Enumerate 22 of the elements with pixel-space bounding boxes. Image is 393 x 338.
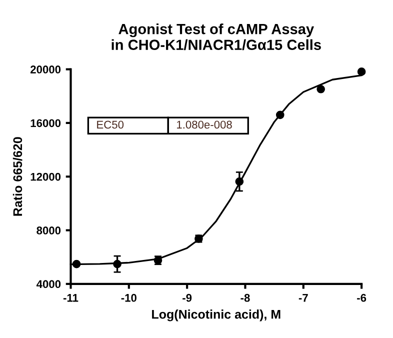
x-axis-title: Log(Nicotinic acid), M <box>152 310 280 322</box>
point <box>235 177 244 186</box>
x-tick-label: -10 <box>121 294 136 302</box>
annotation: 1.080e-008 <box>177 120 232 129</box>
x-tick-label: -6 <box>357 294 366 302</box>
annotation: EC50 <box>97 120 124 129</box>
y-tick-label: 16000 <box>30 119 61 128</box>
x-tick-label: -8 <box>240 294 250 302</box>
point <box>113 260 122 268</box>
y-axis-title: Ratio 665/620 <box>12 137 22 216</box>
y-tick-label: 4000 <box>36 280 61 288</box>
chart-title: Agonist Test of cAMP Assay in CHO-K1/NIACR1/Gα15 Cells <box>112 24 321 50</box>
point <box>316 84 326 94</box>
y-tick-label: 20000 <box>30 66 61 74</box>
y-tick-label: 8000 <box>36 226 61 234</box>
x-tick-label: -11 <box>63 294 78 302</box>
y-tick-label: 12000 <box>30 172 61 181</box>
x-tick-label: -7 <box>298 294 308 302</box>
point <box>72 260 81 268</box>
point <box>276 110 284 120</box>
point <box>357 68 366 76</box>
x-tick-label: -9 <box>182 294 192 302</box>
